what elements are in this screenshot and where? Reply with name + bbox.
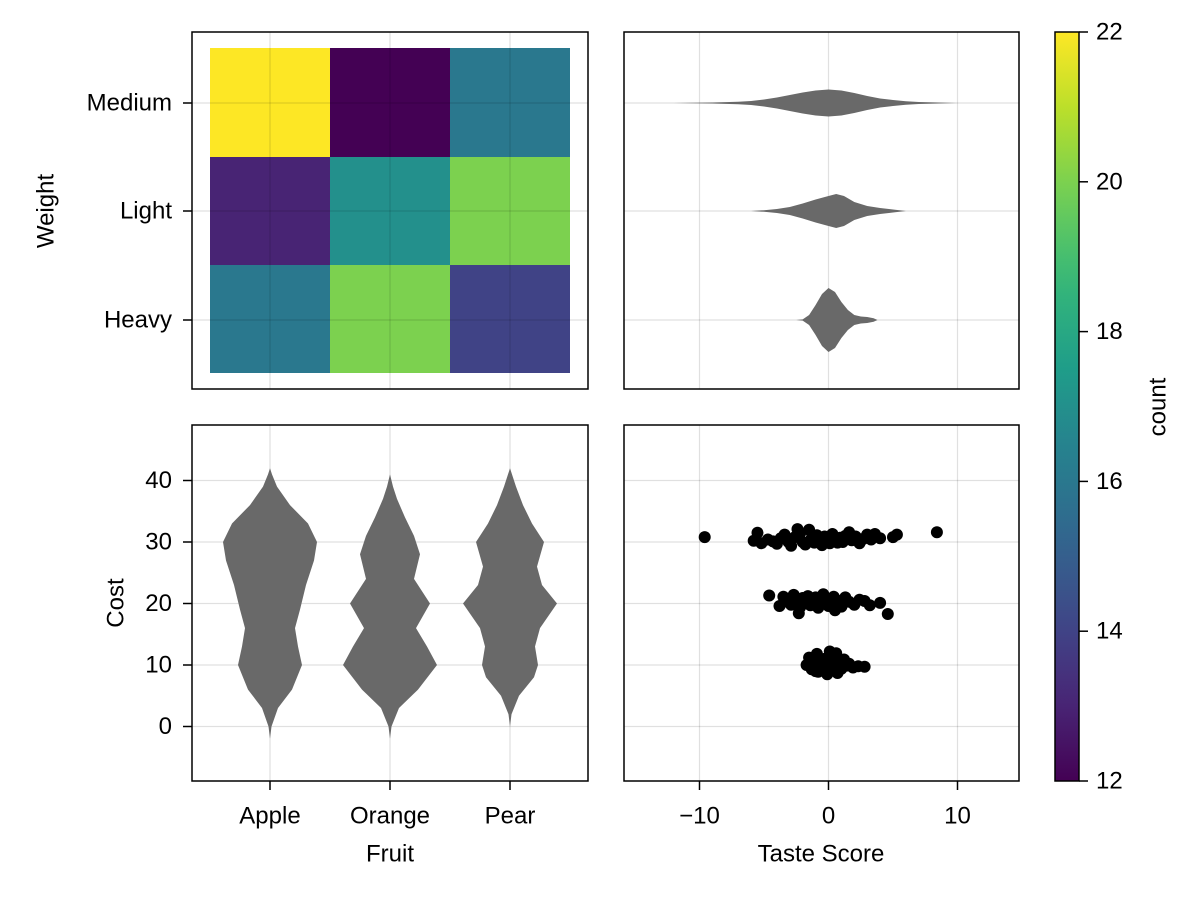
tick-label-weight-medium: Medium	[87, 90, 172, 117]
tick-label-weight-light: Light	[120, 198, 172, 225]
scatter-point	[751, 526, 764, 539]
violin-cost-apple	[223, 468, 317, 739]
tick-label-taste-2: 10	[944, 803, 971, 830]
scatter-point	[858, 660, 871, 673]
scatter-point	[809, 665, 822, 678]
scatter-point	[830, 647, 843, 660]
ylabel-cost: Cost	[103, 578, 130, 628]
scatter-point	[698, 531, 711, 544]
tick-label-fruit-pear: Pear	[485, 803, 536, 830]
tick-label-cost-0: 0	[159, 713, 172, 740]
scatter-point	[930, 526, 943, 539]
tick-label-weight-heavy: Heavy	[104, 307, 172, 334]
violin-taste-medium	[673, 89, 958, 117]
heatmap-cell-orange-heavy	[330, 265, 450, 373]
scatter-point	[763, 589, 776, 602]
heatmap-cell-apple-light	[210, 157, 330, 265]
xlabel-taste-score: Taste Score	[758, 841, 885, 868]
violin-taste-heavy	[796, 288, 878, 352]
colorbar-tick-label-12: 12	[1096, 768, 1123, 795]
scatter-point	[881, 608, 894, 620]
frames-layer	[183, 31, 1088, 790]
heatmap-cell-apple-heavy	[210, 265, 330, 373]
panel-frame-br	[623, 424, 1020, 782]
colorbar-tick-label-14: 14	[1096, 618, 1123, 645]
tick-label-taste-1: 0	[822, 803, 835, 830]
scatter-point	[829, 604, 841, 617]
xlabel-fruit: Fruit	[366, 841, 414, 868]
marks-layer	[210, 32, 1079, 781]
colorbar	[1055, 32, 1079, 781]
panel-frame-tr	[623, 31, 1020, 390]
scatter-point	[863, 599, 876, 612]
tick-label-cost-20: 20	[145, 590, 172, 617]
violin-cost-pear	[463, 468, 557, 727]
tick-label-cost-10: 10	[145, 652, 172, 679]
tick-label-fruit-apple: Apple	[239, 803, 300, 830]
tick-label-fruit-orange: Orange	[350, 803, 430, 830]
text-layer: Heavy Light Medium Weight 0 10 20 30 40 Cost Apple…	[33, 19, 1172, 868]
scatter-point	[874, 532, 887, 545]
scatter-point	[874, 596, 887, 609]
colorbar-tick-label-16: 16	[1096, 468, 1123, 495]
heatmap-cell-pear-light	[450, 157, 570, 265]
colorbar-label-count: count	[1145, 377, 1172, 436]
heatmap-cell-orange-medium	[330, 48, 450, 157]
violin-cost-orange	[343, 474, 437, 739]
colorbar-frame	[1054, 31, 1080, 782]
tick-label-taste-0: −10	[679, 803, 720, 830]
violin-taste-light	[751, 194, 906, 228]
heatmap-cell-orange-light	[330, 157, 450, 265]
tick-label-cost-30: 30	[145, 529, 172, 556]
heatmap-cell-pear-medium	[450, 48, 570, 157]
tick-label-cost-40: 40	[145, 467, 172, 494]
ylabel-weight: Weight	[33, 174, 60, 249]
scatter-point	[792, 607, 805, 620]
heatmap-cell-pear-heavy	[450, 265, 570, 373]
colorbar-tick-label-20: 20	[1096, 168, 1123, 195]
colorbar-tick-label-18: 18	[1096, 318, 1123, 345]
colorbar-tick-label-22: 22	[1096, 19, 1123, 46]
scatter-point	[890, 528, 903, 541]
heatmap-cell-apple-medium	[210, 48, 330, 157]
